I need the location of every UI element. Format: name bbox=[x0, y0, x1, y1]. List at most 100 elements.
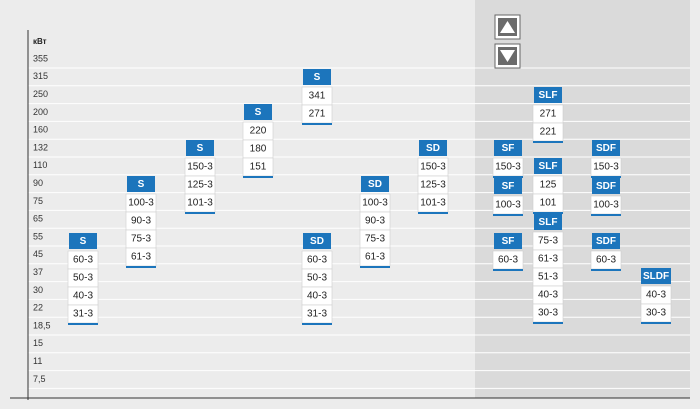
unit-label: кВт bbox=[33, 37, 47, 46]
item-label: 61-3 bbox=[131, 252, 151, 263]
item-label: 180 bbox=[250, 144, 267, 155]
model-group: SDF 60-3 bbox=[590, 233, 622, 271]
item-label: 31-3 bbox=[307, 309, 327, 320]
header-label: SD bbox=[368, 179, 382, 190]
item-label: 101-3 bbox=[420, 198, 446, 209]
underline bbox=[302, 123, 332, 125]
model-group: SDF 100-3 bbox=[590, 178, 622, 216]
item-label: 60-3 bbox=[596, 255, 616, 266]
header-label: SD bbox=[310, 236, 324, 247]
underline bbox=[68, 323, 98, 325]
down-arrow bbox=[500, 50, 515, 62]
header-label: SDF bbox=[596, 181, 616, 192]
header-label: SDF bbox=[596, 143, 616, 154]
header-box bbox=[494, 178, 522, 194]
underline bbox=[533, 322, 563, 324]
axis-label: 30 bbox=[33, 285, 43, 295]
header-box bbox=[303, 233, 331, 249]
header-box bbox=[534, 214, 562, 230]
header-box bbox=[361, 176, 389, 192]
axis-label: 7,5 bbox=[33, 374, 46, 384]
item-label: 101-3 bbox=[187, 198, 213, 209]
underline bbox=[493, 269, 523, 271]
axis-label: 355 bbox=[33, 53, 48, 63]
axis-label: 315 bbox=[33, 71, 48, 81]
item-label: 50-3 bbox=[73, 273, 93, 284]
underline bbox=[493, 214, 523, 216]
scroll-up-button[interactable] bbox=[494, 14, 521, 40]
header-box bbox=[494, 233, 522, 249]
item-label: 151 bbox=[250, 162, 267, 173]
item-label: 271 bbox=[540, 109, 557, 120]
model-group: S 341 271 bbox=[301, 69, 333, 125]
header-label: S bbox=[80, 236, 87, 247]
axis-label: 37 bbox=[33, 267, 43, 277]
underline bbox=[418, 212, 448, 214]
scroll-down-button[interactable] bbox=[494, 43, 521, 69]
header-box bbox=[641, 268, 671, 284]
item-label: 30-3 bbox=[646, 308, 666, 319]
axis-label: 200 bbox=[33, 107, 48, 117]
item-label: 125-3 bbox=[187, 180, 213, 191]
axis-label: 65 bbox=[33, 214, 43, 224]
item-label: 61-3 bbox=[538, 254, 558, 265]
model-group: SD 150-3 125-3 101-3 bbox=[417, 140, 449, 214]
model-group: S 60-3 50-3 40-3 31-3 bbox=[67, 233, 99, 325]
axis-label: 90 bbox=[33, 178, 43, 188]
model-group: SF 60-3 bbox=[492, 233, 524, 271]
axis-label: 18,5 bbox=[33, 320, 51, 330]
underline bbox=[591, 176, 621, 178]
item-label: 60-3 bbox=[307, 255, 327, 266]
axis-label: 45 bbox=[33, 249, 43, 259]
item-label: 100-3 bbox=[362, 198, 388, 209]
item-label: 271 bbox=[309, 109, 326, 120]
header-box bbox=[419, 140, 447, 156]
underline bbox=[533, 212, 563, 214]
item-label: 220 bbox=[250, 126, 267, 137]
header-box bbox=[127, 176, 155, 192]
item-label: 150-3 bbox=[593, 162, 619, 173]
item-label: 100-3 bbox=[128, 198, 154, 209]
header-box bbox=[244, 104, 272, 120]
item-label: 31-3 bbox=[73, 309, 93, 320]
item-label: 30-3 bbox=[538, 308, 558, 319]
item-label: 51-3 bbox=[538, 272, 558, 283]
model-group: S 150-3 125-3 101-3 bbox=[184, 140, 216, 214]
item-label: 150-3 bbox=[495, 162, 521, 173]
header-label: SLF bbox=[539, 161, 558, 172]
model-group: SD 100-3 90-3 75-3 61-3 bbox=[359, 176, 391, 268]
item-label: 100-3 bbox=[593, 200, 619, 211]
item-label: 150-3 bbox=[187, 162, 213, 173]
item-label: 125 bbox=[540, 180, 557, 191]
header-box bbox=[186, 140, 214, 156]
header-label: S bbox=[255, 107, 262, 118]
header-label: SLF bbox=[539, 90, 558, 101]
underline bbox=[533, 141, 563, 143]
item-label: 101 bbox=[540, 198, 557, 209]
header-label: SF bbox=[502, 181, 515, 192]
axis-label: 110 bbox=[33, 160, 47, 170]
header-label: SLDF bbox=[643, 271, 669, 282]
model-group: SDF 150-3 bbox=[590, 140, 622, 178]
item-label: 40-3 bbox=[73, 291, 93, 302]
item-label: 150-3 bbox=[420, 162, 446, 173]
header-label: S bbox=[197, 143, 204, 154]
header-label: SLF bbox=[539, 217, 558, 228]
header-box bbox=[592, 178, 620, 194]
axis-label: 160 bbox=[33, 125, 48, 135]
item-label: 61-3 bbox=[365, 252, 385, 263]
model-group: S 100-3 90-3 75-3 61-3 bbox=[125, 176, 157, 268]
model-group: SF 150-3 bbox=[492, 140, 524, 178]
underline bbox=[243, 176, 273, 178]
item-label: 75-3 bbox=[538, 236, 558, 247]
item-label: 90-3 bbox=[365, 216, 385, 227]
header-label: SDF bbox=[596, 236, 616, 247]
up-arrow bbox=[500, 21, 515, 33]
item-label: 341 bbox=[309, 91, 326, 102]
item-label: 40-3 bbox=[538, 290, 558, 301]
header-box bbox=[534, 87, 562, 103]
header-label: S bbox=[138, 179, 145, 190]
underline bbox=[360, 266, 390, 268]
